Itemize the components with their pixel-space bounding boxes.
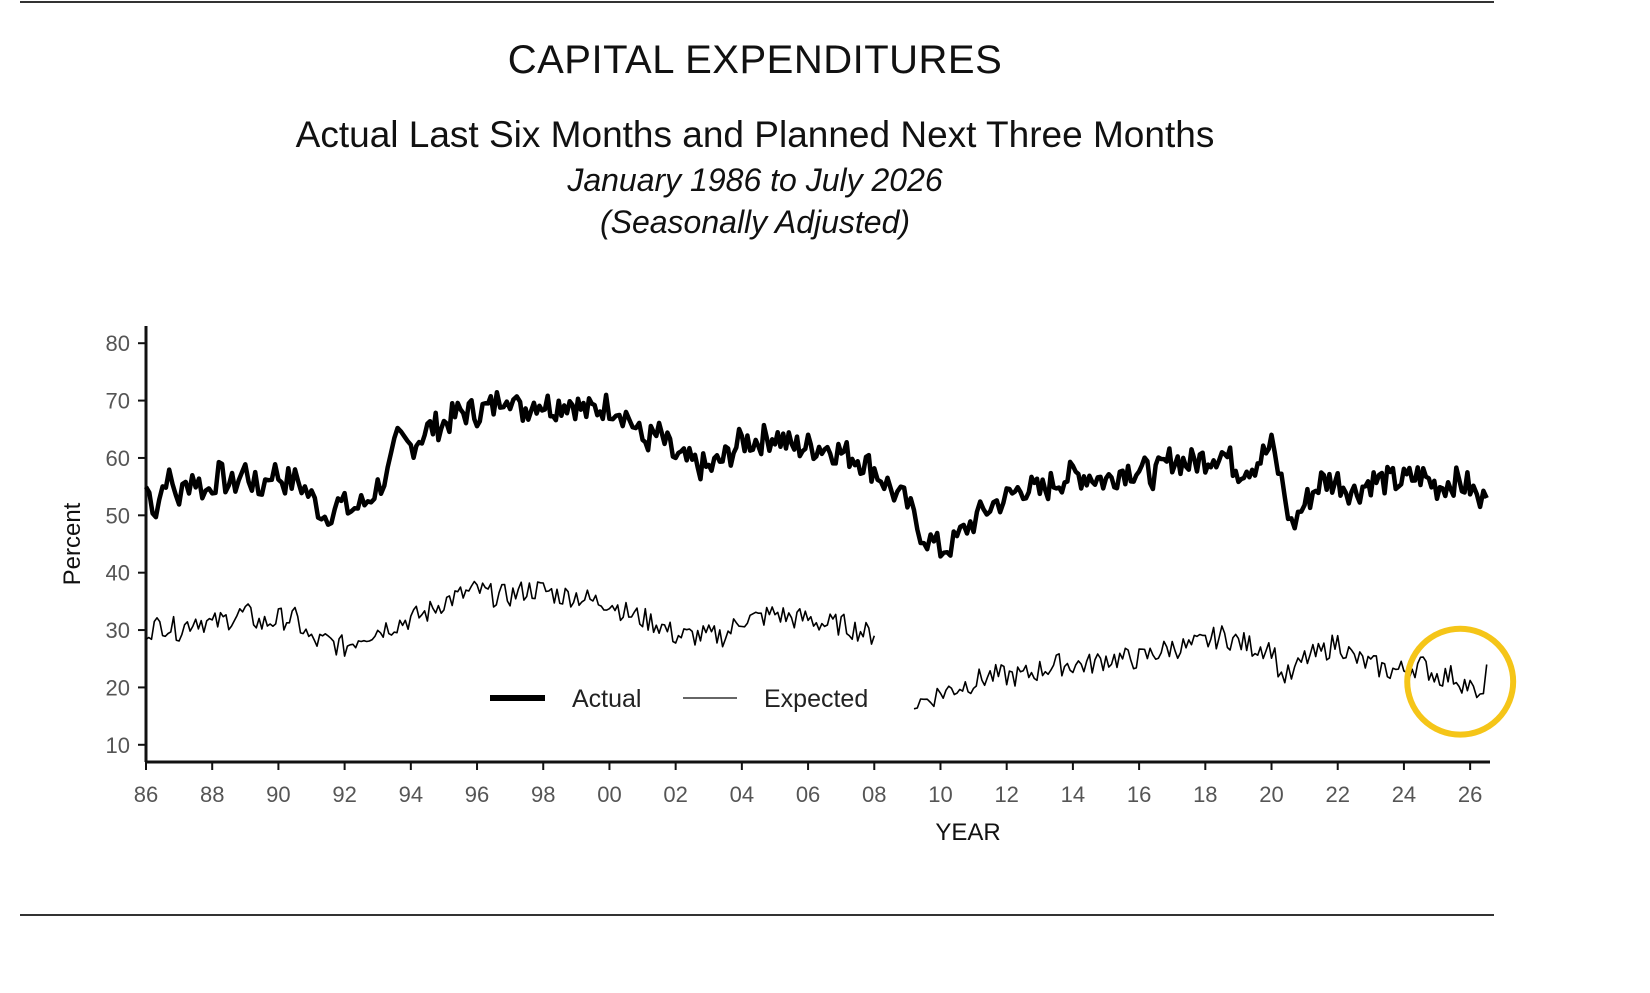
y-tick-label: 40 — [106, 561, 130, 586]
x-tick-label: 08 — [862, 782, 886, 807]
x-tick-label: 96 — [465, 782, 489, 807]
x-tick-label: 18 — [1193, 782, 1217, 807]
x-tick-label: 22 — [1325, 782, 1349, 807]
x-tick-label: 24 — [1392, 782, 1416, 807]
expected-series-line-2 — [913, 625, 1488, 710]
x-tick-label: 26 — [1458, 782, 1482, 807]
chart-subtitle: Actual Last Six Months and Planned Next … — [295, 114, 1215, 155]
x-tick-label: 94 — [399, 782, 423, 807]
date-range: January 1986 to July 2026 — [567, 162, 943, 198]
x-axis-title: YEAR — [935, 819, 1000, 846]
x-tick-label: 00 — [597, 782, 621, 807]
y-tick-label: 50 — [106, 503, 130, 528]
adjustment-note: (Seasonally Adjusted) — [599, 204, 911, 240]
x-tick-label: 20 — [1259, 782, 1283, 807]
x-tick-label: 14 — [1061, 782, 1085, 807]
y-axis-title: Percent — [59, 502, 86, 585]
y-tick-label: 70 — [106, 389, 130, 414]
top-divider — [20, 1, 1494, 3]
x-tick-label: 04 — [730, 782, 754, 807]
x-tick-label: 98 — [531, 782, 555, 807]
legend-expected-label: Expected — [764, 685, 868, 713]
y-tick-label: 20 — [106, 675, 130, 700]
x-tick-label: 12 — [994, 782, 1018, 807]
x-tick-label: 88 — [200, 782, 224, 807]
expected-series-line-1 — [145, 580, 876, 657]
actual-series-line — [144, 389, 1489, 559]
y-tick-label: 80 — [106, 331, 130, 356]
legend-actual-label: Actual — [572, 685, 641, 713]
x-tick-label: 86 — [134, 782, 158, 807]
x-tick-label: 10 — [928, 782, 952, 807]
highlight-circle — [1404, 625, 1517, 738]
y-tick-label: 10 — [106, 733, 130, 758]
chart-title: CAPITAL EXPENDITURES — [507, 38, 1003, 82]
x-tick-label: 16 — [1127, 782, 1151, 807]
x-tick-label: 92 — [332, 782, 356, 807]
bottom-divider — [20, 914, 1494, 916]
x-tick-label: 06 — [796, 782, 820, 807]
y-tick-label: 30 — [106, 618, 130, 643]
x-tick-label: 90 — [266, 782, 290, 807]
y-tick-label: 60 — [106, 446, 130, 471]
x-tick-label: 02 — [663, 782, 687, 807]
